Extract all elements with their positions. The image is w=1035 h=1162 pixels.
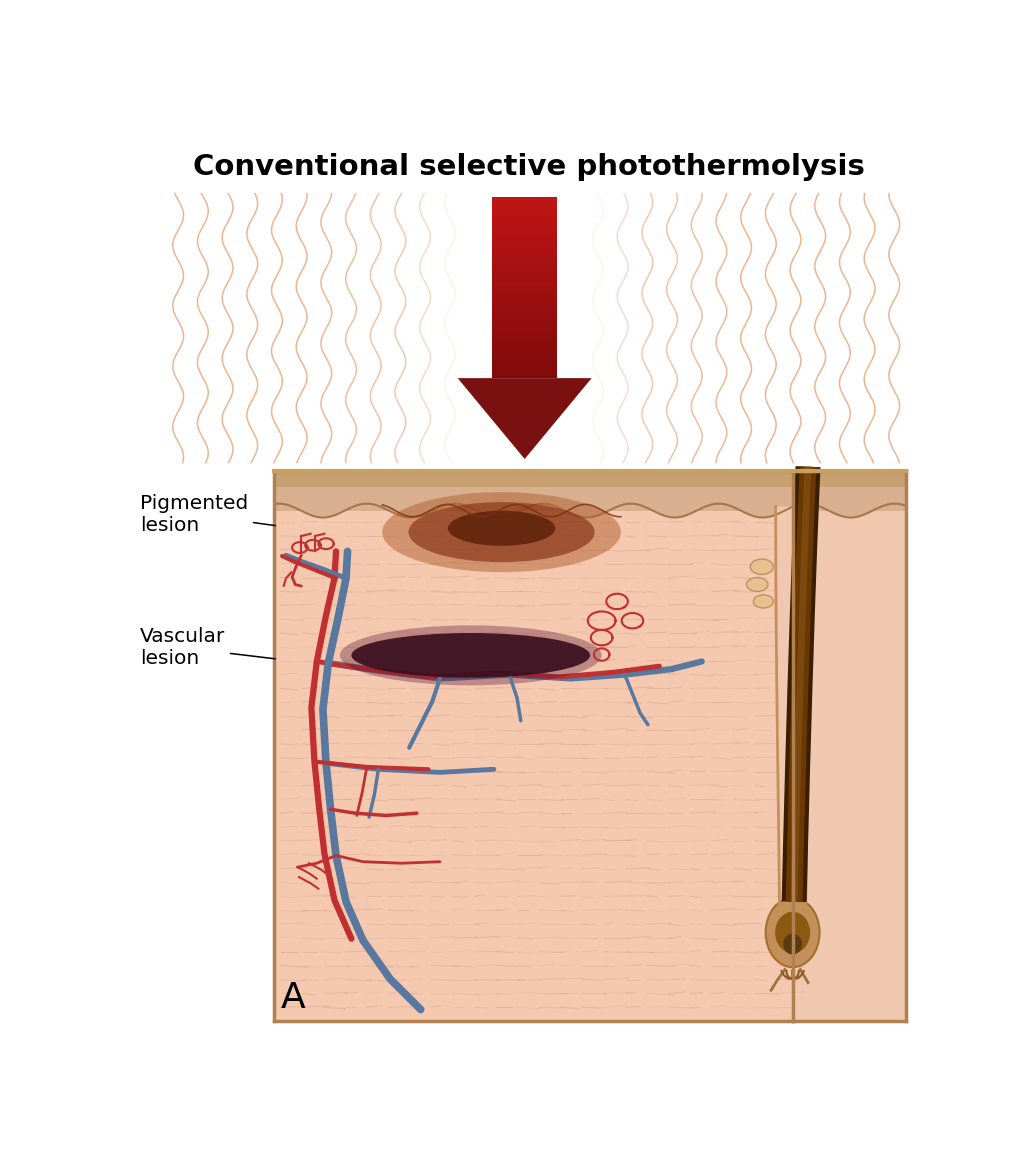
Polygon shape xyxy=(493,206,557,209)
Polygon shape xyxy=(493,290,557,294)
Polygon shape xyxy=(493,306,557,309)
Polygon shape xyxy=(493,288,557,290)
Polygon shape xyxy=(493,200,557,203)
Polygon shape xyxy=(457,378,592,459)
Polygon shape xyxy=(493,279,557,281)
Ellipse shape xyxy=(352,633,590,677)
Polygon shape xyxy=(493,249,557,251)
Polygon shape xyxy=(493,258,557,260)
Polygon shape xyxy=(493,273,557,275)
Polygon shape xyxy=(493,375,557,378)
Polygon shape xyxy=(493,230,557,234)
Polygon shape xyxy=(493,213,557,215)
Polygon shape xyxy=(493,332,557,336)
Polygon shape xyxy=(493,285,557,288)
Polygon shape xyxy=(493,347,557,351)
Ellipse shape xyxy=(750,559,773,574)
Polygon shape xyxy=(493,354,557,357)
Polygon shape xyxy=(493,221,557,224)
Polygon shape xyxy=(493,236,557,239)
Polygon shape xyxy=(274,488,791,517)
Polygon shape xyxy=(493,318,557,321)
Polygon shape xyxy=(493,342,557,345)
Polygon shape xyxy=(493,234,557,236)
Polygon shape xyxy=(493,228,557,230)
Ellipse shape xyxy=(409,502,595,562)
Polygon shape xyxy=(493,300,557,303)
Text: A: A xyxy=(280,981,305,1014)
Polygon shape xyxy=(493,330,557,332)
Polygon shape xyxy=(493,198,557,200)
Text: Pigmented
lesion: Pigmented lesion xyxy=(140,494,275,535)
Ellipse shape xyxy=(746,578,768,591)
Polygon shape xyxy=(493,203,557,206)
Polygon shape xyxy=(493,370,557,372)
Polygon shape xyxy=(793,471,906,1021)
Polygon shape xyxy=(493,372,557,375)
Polygon shape xyxy=(493,275,557,279)
Polygon shape xyxy=(493,224,557,228)
Polygon shape xyxy=(493,264,557,266)
Polygon shape xyxy=(493,357,557,360)
Polygon shape xyxy=(493,363,557,366)
Polygon shape xyxy=(274,471,906,488)
Ellipse shape xyxy=(382,492,621,572)
Polygon shape xyxy=(493,366,557,370)
Polygon shape xyxy=(775,507,809,910)
Polygon shape xyxy=(493,260,557,264)
Polygon shape xyxy=(493,266,557,270)
Polygon shape xyxy=(493,215,557,218)
Polygon shape xyxy=(493,321,557,324)
Polygon shape xyxy=(493,315,557,318)
Polygon shape xyxy=(274,471,793,1021)
Polygon shape xyxy=(493,239,557,243)
Polygon shape xyxy=(493,311,557,315)
Ellipse shape xyxy=(753,595,773,608)
Polygon shape xyxy=(493,243,557,245)
Ellipse shape xyxy=(783,934,802,954)
Polygon shape xyxy=(493,360,557,363)
Text: Vascular
lesion: Vascular lesion xyxy=(140,627,275,668)
Polygon shape xyxy=(493,296,557,300)
Polygon shape xyxy=(493,345,557,347)
Polygon shape xyxy=(793,488,906,517)
Polygon shape xyxy=(493,245,557,249)
Polygon shape xyxy=(274,488,906,510)
Polygon shape xyxy=(493,336,557,339)
Polygon shape xyxy=(493,351,557,354)
Polygon shape xyxy=(493,251,557,254)
Polygon shape xyxy=(493,281,557,285)
Polygon shape xyxy=(493,270,557,273)
Polygon shape xyxy=(493,218,557,221)
Polygon shape xyxy=(493,324,557,327)
Polygon shape xyxy=(493,303,557,306)
Polygon shape xyxy=(493,327,557,330)
Polygon shape xyxy=(493,294,557,296)
Polygon shape xyxy=(493,339,557,342)
Ellipse shape xyxy=(448,511,555,546)
Text: Conventional selective photothermolysis: Conventional selective photothermolysis xyxy=(193,153,864,181)
Ellipse shape xyxy=(339,625,601,686)
Polygon shape xyxy=(493,254,557,258)
Ellipse shape xyxy=(775,912,810,953)
Polygon shape xyxy=(493,209,557,213)
Polygon shape xyxy=(493,309,557,311)
Ellipse shape xyxy=(766,898,820,967)
